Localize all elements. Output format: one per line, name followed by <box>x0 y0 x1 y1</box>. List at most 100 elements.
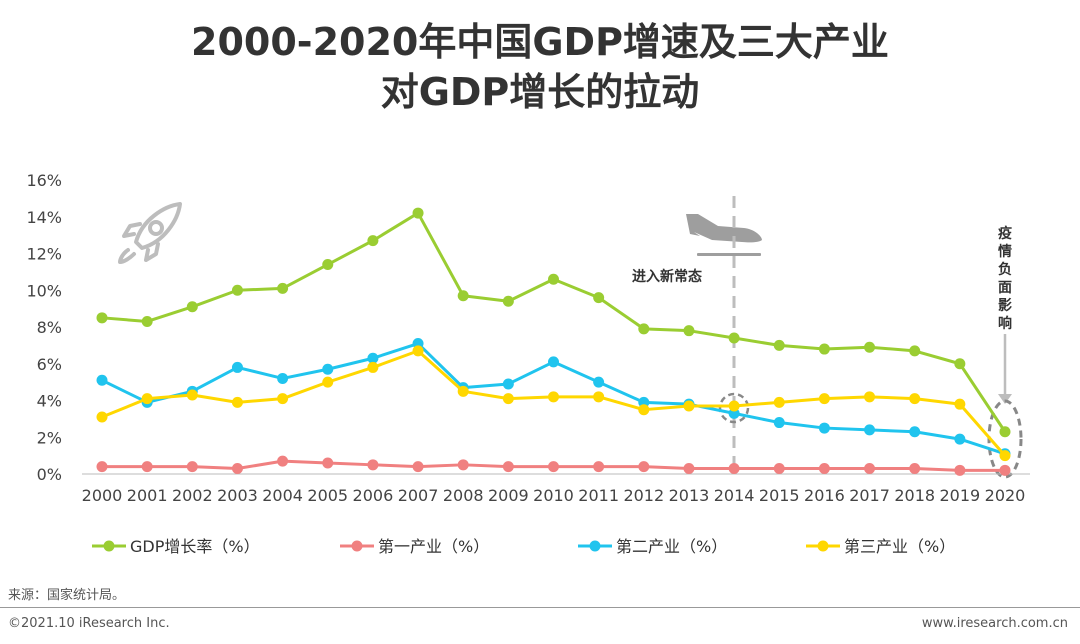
data-point <box>367 361 379 373</box>
legend-swatch-dot <box>817 540 829 552</box>
pandemic-label-char: 疫 <box>998 225 1012 242</box>
legend-label: GDP增长率（%） <box>130 537 260 556</box>
data-point <box>141 315 153 327</box>
x-tick-label: 2018 <box>894 486 935 505</box>
x-tick-label: 2001 <box>127 486 168 505</box>
pandemic-label-char: 负 <box>998 261 1012 278</box>
data-point <box>502 461 514 473</box>
data-point <box>502 295 514 307</box>
data-point <box>638 404 650 416</box>
airplane-icon <box>686 214 762 256</box>
data-point <box>683 400 695 412</box>
data-point <box>683 462 695 474</box>
rocket-icon <box>118 202 182 264</box>
x-tick-label: 2006 <box>353 486 394 505</box>
data-point <box>999 450 1011 462</box>
data-point <box>548 273 559 285</box>
data-point <box>909 393 921 405</box>
data-point <box>954 464 966 476</box>
data-point <box>864 462 876 474</box>
y-tick-label: 2% <box>37 428 62 447</box>
data-point <box>593 376 605 388</box>
x-tick-label: 2003 <box>217 486 258 505</box>
series-2 <box>96 455 1011 476</box>
data-point <box>864 391 876 403</box>
data-point <box>818 422 830 434</box>
x-tick-label: 2012 <box>623 486 664 505</box>
data-point <box>96 374 108 386</box>
x-tick-label: 2008 <box>443 486 484 505</box>
copyright: ©2021.10 iResearch Inc. <box>8 616 170 631</box>
data-point <box>367 459 379 471</box>
x-tick-label: 2011 <box>578 486 619 505</box>
data-point <box>773 462 785 474</box>
data-point <box>864 424 876 436</box>
data-point <box>502 393 514 405</box>
y-tick-label: 0% <box>37 465 62 484</box>
data-point <box>96 411 108 423</box>
data-point <box>548 356 559 368</box>
y-tick-label: 12% <box>26 245 62 264</box>
data-point <box>322 457 334 469</box>
data-point <box>638 323 650 335</box>
data-point <box>231 396 243 408</box>
data-point <box>864 341 876 353</box>
x-tick-label: 2009 <box>488 486 529 505</box>
data-point <box>909 426 921 438</box>
data-point <box>728 462 740 474</box>
data-point <box>141 393 153 405</box>
legend-swatch-dot <box>351 540 363 552</box>
x-tick-label: 2007 <box>398 486 439 505</box>
data-point <box>773 396 785 408</box>
pandemic-label-char: 影 <box>998 298 1012 314</box>
data-point <box>96 312 108 324</box>
data-point <box>412 207 424 219</box>
data-point <box>593 292 605 304</box>
data-point <box>593 391 605 403</box>
series-group <box>96 207 1011 476</box>
source-note: 来源：国家统计局。 <box>8 588 126 603</box>
legend-item: 第二产业（%） <box>578 537 727 556</box>
legend-swatch-dot <box>589 540 601 552</box>
data-point <box>322 363 334 375</box>
pandemic-label-char: 情 <box>998 243 1012 260</box>
data-point <box>954 358 966 370</box>
x-tick-label: 2017 <box>849 486 890 505</box>
data-point <box>412 461 424 473</box>
y-tick-label: 14% <box>26 208 62 227</box>
legend-item: 第三产业（%） <box>806 537 955 556</box>
data-point <box>548 391 559 403</box>
data-point <box>457 385 469 397</box>
data-point <box>412 345 424 357</box>
x-axis: 2000 2001 2002 2003 2004 2005 2006 2007 2008 2009… <box>82 486 1026 505</box>
legend: GDP增长率（%） 第一产业（%） 第二产业（%） 第三产业（%） <box>92 537 955 556</box>
x-tick-label: 2020 <box>985 486 1026 505</box>
data-point <box>818 343 830 355</box>
new-normal-label: 进入新常态 <box>632 268 702 285</box>
legend-item: 第一产业（%） <box>340 537 489 556</box>
x-tick-label: 2019 <box>939 486 980 505</box>
data-point <box>638 461 650 473</box>
y-tick-label: 10% <box>26 281 62 300</box>
pandemic-label-char: 响 <box>998 315 1012 332</box>
series-4 <box>96 345 1011 462</box>
chart-title-line1: 2000-2020年中国GDP增速及三大产业 <box>191 20 889 64</box>
data-point <box>231 284 243 296</box>
x-tick-label: 2000 <box>82 486 123 505</box>
data-point <box>954 398 966 410</box>
x-tick-label: 2015 <box>759 486 800 505</box>
legend-label: 第三产业（%） <box>844 537 955 556</box>
website-link[interactable]: www.iresearch.com.cn <box>921 616 1068 631</box>
y-tick-label: 4% <box>37 392 62 411</box>
data-point <box>277 455 289 467</box>
data-point <box>818 393 830 405</box>
data-point <box>277 372 289 384</box>
data-point <box>367 235 379 247</box>
data-point <box>186 389 198 401</box>
data-point <box>999 464 1011 476</box>
data-point <box>773 417 785 429</box>
data-point <box>773 339 785 351</box>
data-point <box>954 433 966 445</box>
data-point <box>818 462 830 474</box>
